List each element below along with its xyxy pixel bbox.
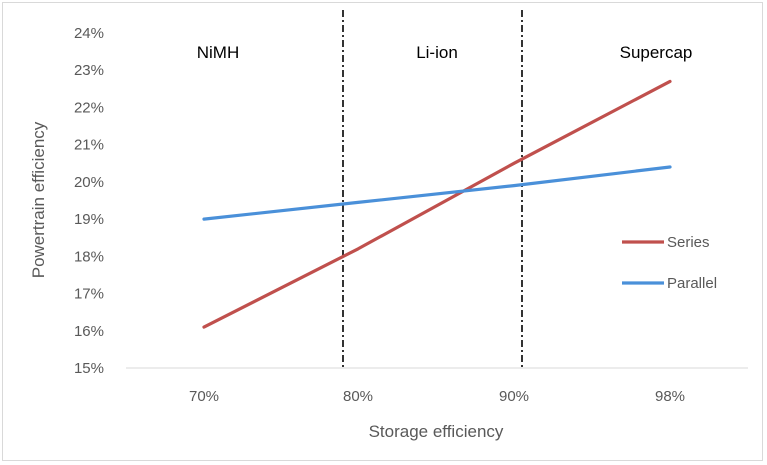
y-tick-label: 21%: [74, 137, 104, 154]
region-labels: NiMH Li-ion Supercap: [197, 43, 693, 62]
legend-label: Series: [667, 234, 710, 251]
y-tick-label: 17%: [74, 286, 104, 303]
y-tick-label: 16%: [74, 323, 104, 340]
region-label: Supercap: [620, 43, 693, 62]
x-tick-label: 70%: [189, 388, 219, 405]
x-tick-label: 98%: [655, 388, 685, 405]
x-axis-title: Storage efficiency: [369, 422, 504, 441]
y-tick-label: 24%: [74, 25, 104, 42]
y-tick-label: 20%: [74, 174, 104, 191]
chart-frame: [2, 2, 763, 461]
y-tick-label: 23%: [74, 62, 104, 79]
y-axis-ticks: 15% 16% 17% 18% 19% 20% 21% 22% 23% 24%: [74, 25, 104, 377]
series-line-series: [202, 79, 672, 329]
series-lines: [202, 79, 672, 329]
region-label: NiMH: [197, 43, 240, 62]
y-tick-label: 22%: [74, 99, 104, 116]
y-axis-title: Powertrain efficiency: [29, 121, 48, 278]
x-axis-ticks: 70% 80% 90% 98%: [189, 388, 685, 405]
x-tick-label: 90%: [499, 388, 529, 405]
series-line-parallel: [202, 165, 672, 221]
region-label: Li-ion: [416, 43, 458, 62]
x-tick-label: 80%: [343, 388, 373, 405]
y-tick-label: 15%: [74, 360, 104, 377]
y-tick-label: 19%: [74, 211, 104, 228]
y-tick-label: 18%: [74, 248, 104, 265]
legend: Series Parallel: [622, 234, 717, 292]
legend-label: Parallel: [667, 275, 717, 292]
